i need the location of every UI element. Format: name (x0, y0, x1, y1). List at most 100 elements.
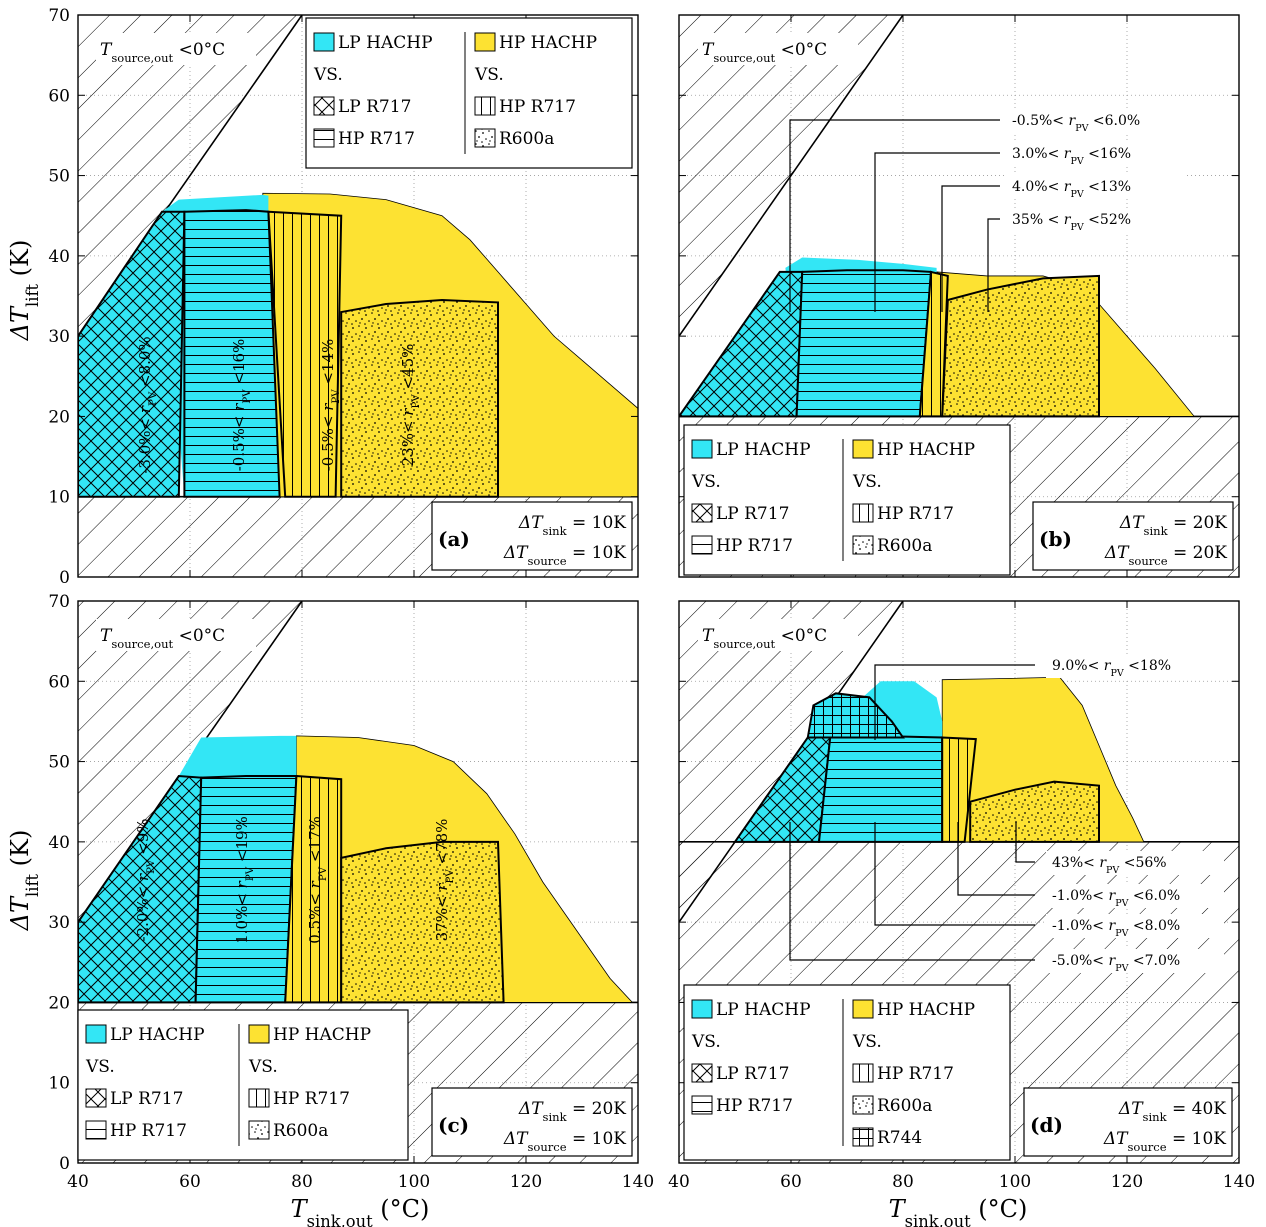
y-axis-label-bottom: ΔTlift (K) (6, 830, 42, 932)
legend-vs: VS. (852, 1032, 882, 1052)
region-label: -2.0%< rPV <9% (134, 818, 157, 941)
legend-lp-hachp-swatch (85, 1024, 107, 1044)
y-axis-label-top: ΔTlift (K) (6, 240, 42, 342)
legend-vs: VS. (248, 1057, 278, 1077)
x-tick-label: 60 (780, 1172, 802, 1192)
zone-label-source-freeze: Tsource,out <0°C (100, 626, 225, 651)
leader-label: -0.5%< rPV <6.0% (1012, 113, 1140, 134)
panel-letter: (b) (1039, 527, 1072, 551)
leader-label-bg (1006, 175, 1184, 199)
legend-lp-r717-swatch (691, 503, 713, 523)
y-tick-label: 60 (48, 86, 70, 106)
leader-line (789, 119, 1000, 312)
region-hp-r717-lp (817, 734, 944, 843)
leader-label: 9.0%< rPV <18% (1052, 658, 1171, 679)
panel-letter: (a) (438, 527, 470, 551)
x-tick-label: 40 (67, 1172, 89, 1192)
condition-sink: ΔTsink = 20K (1119, 513, 1227, 538)
condition-box (1032, 501, 1234, 571)
condition-box (1023, 1087, 1233, 1157)
legend-box (683, 984, 1011, 1161)
legend-hp-r717-swatch (852, 1063, 874, 1083)
x-tick-label: 40 (668, 1172, 690, 1192)
zone-label-bg (96, 619, 256, 651)
panel-c: 40 60 80 100 120 140 0 10 20 30 40 50 60 70 Tsource,ou… (48, 592, 654, 1192)
legend-r600a-swatch (248, 1120, 270, 1140)
condition-source: ΔTsource = 10K (503, 543, 626, 568)
condition-source: ΔTsource = 20K (1104, 543, 1227, 568)
leader-line (987, 218, 1000, 312)
leader-line (874, 664, 1035, 740)
legend-r600a-swatch (852, 535, 874, 555)
y-tick-label: 50 (48, 753, 70, 773)
legend-vs: VS. (691, 472, 721, 492)
leader-line (874, 822, 1035, 926)
condition-sink: ΔTsink = 20K (518, 1099, 626, 1124)
condition-box (431, 501, 633, 571)
legend-hp-hachp: HP HACHP (877, 1000, 975, 1020)
leader-label-bg (1006, 142, 1184, 166)
leader-label: -5.0%< rPV <7.0% (1052, 953, 1180, 974)
zone-label-bg (698, 33, 858, 65)
legend-hp-r717-lp-swatch (313, 128, 335, 148)
leader-line (957, 822, 1035, 896)
x-tick-label: 100 (398, 1172, 430, 1192)
leader-line (941, 185, 1000, 312)
leader-label: -1.0%< rPV <6.0% (1052, 888, 1180, 909)
legend-hp-r717-swatch (248, 1088, 270, 1108)
x-tick-label: 80 (291, 1172, 313, 1192)
legend-hp-r717-lp-swatch (691, 1095, 713, 1115)
region-hp-r717 (267, 210, 343, 498)
x-tick-label: 140 (1223, 1172, 1255, 1192)
legend-r600a: R600a (877, 536, 932, 556)
legend-hp-r717-swatch (474, 96, 496, 116)
leader-label-bg (1046, 914, 1224, 938)
legend-lp-r717-swatch (85, 1088, 107, 1108)
condition-source: ΔTsource = 10K (503, 1129, 626, 1154)
y-tick-label: 30 (48, 327, 70, 347)
y-tick-label: 10 (48, 488, 70, 508)
leader-line (874, 152, 1000, 312)
region-label: -0.5%< rPV <16% (230, 339, 253, 472)
legend-hp-hachp: HP HACHP (877, 440, 975, 460)
plot-frame (77, 14, 639, 578)
region-r744 (806, 692, 905, 739)
leader-label: 4.0%< rPV <13% (1012, 179, 1131, 200)
legend-hp-r717: HP R717 (273, 1089, 350, 1109)
panel-d: 40 60 80 100 120 140 Tsource,out <0°C -5.0%< rP… (668, 600, 1255, 1192)
legend-box (77, 1009, 409, 1161)
region-label: -3.0%< rPV <8.0% (136, 336, 159, 473)
legend-hp-r717-lp: HP R717 (716, 1096, 793, 1116)
region-lp-r717 (78, 210, 186, 498)
legend-hp-hachp-swatch (474, 32, 496, 52)
legend-lp-hachp-swatch (691, 999, 713, 1019)
leader-line (1015, 822, 1035, 863)
legend-hp-hachp: HP HACHP (273, 1025, 371, 1045)
legend-hp-r717: HP R717 (877, 504, 954, 524)
plot-frame (678, 600, 1240, 1164)
region-label: 0.5%< rPV <17% (306, 816, 329, 944)
x-tick-label: 60 (179, 1172, 201, 1192)
legend-lp-hachp: LP HACHP (716, 440, 811, 460)
x-tick-label: 140 (622, 1172, 654, 1192)
legend-vs: VS. (313, 65, 343, 85)
legend-hp-hachp-swatch (852, 439, 874, 459)
legend-r744-swatch (852, 1127, 874, 1147)
x-tick-label: 100 (999, 1172, 1031, 1192)
region-hp-r717-lp (795, 269, 933, 418)
legend-hp-r717: HP R717 (499, 97, 576, 117)
legend-lp-hachp: LP HACHP (110, 1025, 205, 1045)
y-tick-label: 50 (48, 167, 70, 187)
leader-label-bg (1046, 949, 1224, 973)
region-r600a (969, 780, 1100, 843)
condition-sink: ΔTsink = 10K (518, 513, 626, 538)
legend-hp-r717-swatch (852, 503, 874, 523)
leader-label: 3.0%< rPV <16% (1012, 146, 1131, 167)
legend-lp-r717-swatch (691, 1063, 713, 1083)
legend-hp-r717-lp: HP R717 (110, 1121, 187, 1141)
panel-a: 0 10 20 30 40 50 60 70 Tsource,out <0°C -3.0%< rP… (48, 6, 639, 588)
region-label: 23%< rPV <45% (399, 344, 422, 467)
zone-label-bg (96, 33, 256, 65)
legend-lp-r717: LP R717 (110, 1089, 183, 1109)
legend-r744: R744 (877, 1128, 922, 1148)
